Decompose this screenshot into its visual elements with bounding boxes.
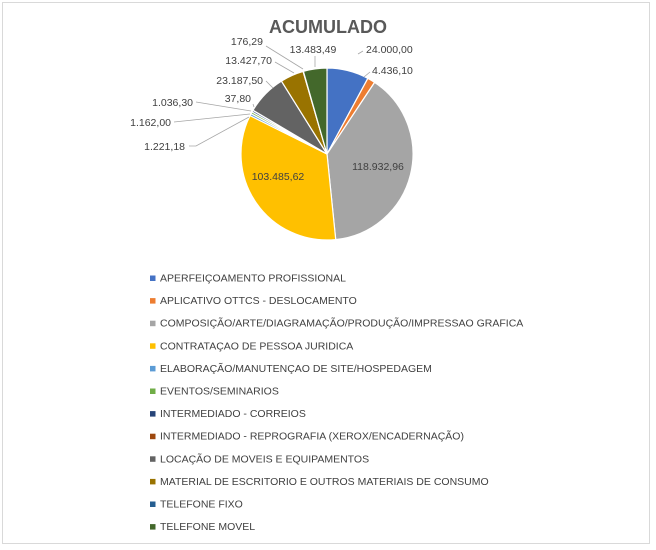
data-label-elaboracao-manutencao-de-site-hospedagem: 1.221,18: [144, 141, 185, 153]
chart-title: ACUMULADO: [269, 17, 387, 37]
legend-label: INTERMEDIADO - CORREIOS: [160, 408, 306, 420]
legend-item-intermediado-reprografia-xerox-encadernacao: INTERMEDIADO - REPROGRAFIA (XEROX/ENCADE…: [150, 430, 464, 443]
leader-line-intermediado-reprografia-xerox-encadernacao: [252, 103, 255, 108]
legend-item-locacao-de-moveis-e-equipamentos: LOCAÇÃO DE MOVEIS E EQUIPAMENTOS: [150, 452, 369, 465]
legend-item-material-de-escritorio-e-outros-materiais-de-consumo: MATERIAL DE ESCRITORIO E OUTROS MATERIAI…: [150, 476, 489, 488]
data-label-contratacao-de-pessoa-juridica: 103.485,62: [252, 171, 305, 183]
legend-swatch: [150, 298, 156, 304]
legend-item-intermediado-correios: INTERMEDIADO - CORREIOS: [150, 408, 306, 420]
pie-slice-telefone-movel: [302, 67, 328, 155]
legend-swatch: [150, 275, 156, 281]
leader-line-telefone-fixo: [265, 45, 304, 70]
legend-label: COMPOSIÇÃO/ARTE/DIAGRAMAÇÃO/PRODUÇÃO/IMP…: [160, 317, 523, 330]
leader-line-material-de-escritorio-e-outros-materiais-de-consumo: [274, 61, 295, 74]
legend-swatch: [150, 501, 156, 507]
legend-item-contratacao-de-pessoa-juridica: CONTRATAÇAO DE PESSOA JURIDICA: [150, 340, 353, 352]
leader-line-eventos-seminarios: [173, 113, 251, 123]
legend-label: TELEFONE FIXO: [160, 499, 243, 511]
legend-label: APLICATIVO OTTCS - DESLOCAMENTO: [160, 295, 357, 307]
legend-label: TELEFONE MOVEL: [160, 521, 255, 533]
data-label-aplicativo-ottcs-deslocamento: 4.436,10: [372, 65, 413, 77]
data-labels: 24.000,00 4.436,10 118.932,96 103.485,62 1.2…: [130, 36, 413, 183]
legend-swatch: [150, 456, 156, 462]
legend-item-aplicativo-ottcs-deslocamento: APLICATIVO OTTCS - DESLOCAMENTO: [150, 295, 357, 307]
legend-swatch: [150, 343, 156, 349]
legend-swatch: [150, 478, 156, 485]
legend-swatch: [150, 365, 156, 372]
leader-line-aplicativo-ottcs-deslocamento: [363, 71, 371, 78]
legend-swatch: [150, 388, 156, 394]
data-label-eventos-seminarios: 1.162,00: [130, 117, 171, 129]
data-label-intermediado-reprografia-xerox-encadernacao: 37,80: [225, 93, 251, 105]
legend-item-elaboracao-manutencao-de-site-hospedagem: ELABORAÇÃO/MANUTENÇAO DE SITE/HOSPEDAGEM: [150, 362, 432, 375]
legend-label: LOCAÇÃO DE MOVEIS E EQUIPAMENTOS: [160, 452, 369, 465]
data-label-aperfeicoamento-profissional: 24.000,00: [366, 44, 413, 56]
data-label-locacao-de-moveis-e-equipamentos: 23.187,50: [216, 75, 263, 87]
legend-item-telefone-fixo: TELEFONE FIXO: [150, 499, 243, 511]
data-label-intermediado-correios: 1.036,30: [152, 97, 193, 109]
data-label-composicao-arte-diagramacao-producao-impressao-grafica: 118.932,96: [352, 161, 404, 173]
legend-swatch: [150, 524, 156, 530]
leader-line-locacao-de-moveis-e-equipamentos: [265, 80, 274, 89]
legend-label: INTERMEDIADO - REPROGRAFIA (XEROX/ENCADE…: [160, 430, 464, 443]
legend-label: CONTRATAÇAO DE PESSOA JURIDICA: [160, 340, 353, 352]
leader-line-elaboracao-manutencao-de-site-hospedagem: [189, 116, 250, 147]
leader-lines: [173, 45, 371, 147]
legend-item-eventos-seminarios: EVENTOS/SEMINARIOS: [150, 386, 279, 398]
legend-label: MATERIAL DE ESCRITORIO E OUTROS MATERIAI…: [160, 476, 489, 488]
data-label-telefone-fixo: 176,29: [231, 36, 263, 48]
leader-line-intermediado-correios: [195, 101, 252, 112]
legend-label: EVENTOS/SEMINARIOS: [160, 386, 279, 398]
legend-label: APERFEIÇOAMENTO PROFISSIONAL: [160, 273, 346, 285]
legend-label: ELABORAÇÃO/MANUTENÇAO DE SITE/HOSPEDAGEM: [160, 362, 432, 375]
data-label-telefone-movel: 13.483,49: [290, 44, 337, 56]
legend-swatch: [150, 411, 156, 417]
leader-line-aperfeicoamento-profissional: [357, 50, 364, 55]
data-label-material-de-escritorio-e-outros-materiais-de-consumo: 13.427,70: [225, 55, 272, 67]
legend-item-aperfeicoamento-profissional: APERFEIÇOAMENTO PROFISSIONAL: [150, 273, 346, 285]
legend-swatch: [150, 433, 156, 440]
pie-slices: [240, 67, 414, 241]
legend-item-telefone-movel: TELEFONE MOVEL: [150, 521, 255, 533]
legend-swatch: [150, 320, 156, 327]
pie-slice-composicao-arte-diagramacao-producao-impressao-grafica: [326, 81, 414, 241]
legend-item-composicao-arte-diagramacao-producao-impressao-grafica: COMPOSIÇÃO/ARTE/DIAGRAMAÇÃO/PRODUÇÃO/IMP…: [150, 317, 523, 330]
legend: APERFEIÇOAMENTO PROFISSIONAL APLICATIVO O…: [150, 273, 523, 533]
